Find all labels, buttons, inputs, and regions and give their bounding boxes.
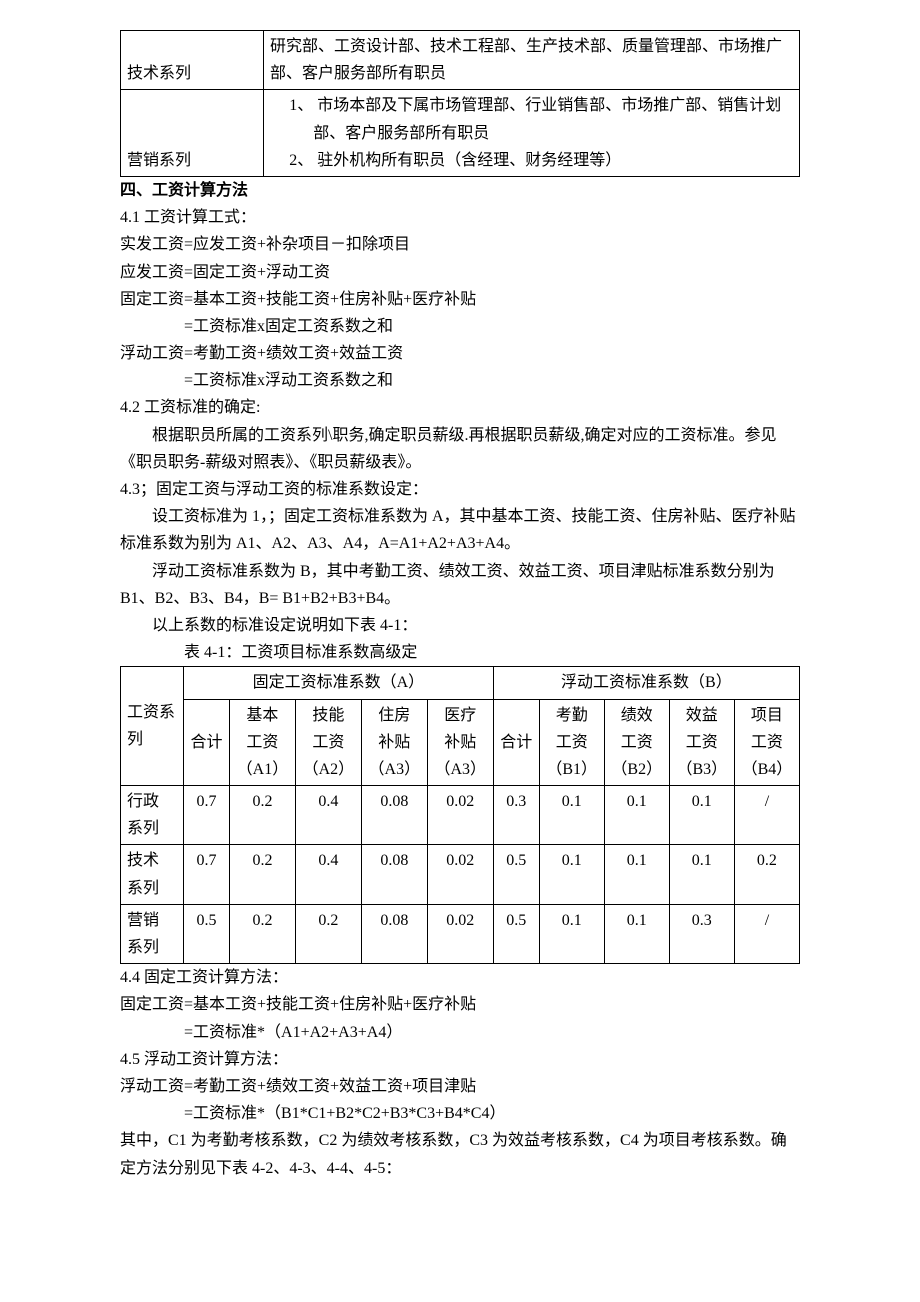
table-subheader-row: 合计 基本工资（A1） 技能工资（A2） 住房补贴（A3） 医疗补贴（A3） 合…: [121, 699, 800, 786]
series-table: 技术系列 研究部、工资设计部、技术工程部、生产技术部、质量管理部、市场推广部、客…: [120, 30, 800, 177]
cell: 0.3: [493, 786, 539, 845]
cell: 0.02: [427, 845, 493, 904]
col-header: 合计: [184, 699, 230, 786]
col-header: 效益工资（B3）: [669, 699, 734, 786]
table-row: 技术系列 0.7 0.2 0.4 0.08 0.02 0.5 0.1 0.1 0…: [121, 845, 800, 904]
body-text: 固定工资=基本工资+技能工资+住房补贴+医疗补贴: [120, 286, 800, 313]
col-header: 绩效工资（B2）: [604, 699, 669, 786]
body-text: 应发工资=固定工资+浮动工资: [120, 259, 800, 286]
cell: 0.3: [669, 904, 734, 963]
body-text: 以上系数的标准设定说明如下表 4-1：: [120, 612, 800, 639]
col-header: 医疗补贴（A3）: [427, 699, 493, 786]
row-label: 营销系列: [121, 904, 184, 963]
cell: 0.2: [229, 845, 295, 904]
cell: 0.1: [539, 845, 604, 904]
body-text: =工资标准*（A1+A2+A3+A4）: [120, 1019, 800, 1046]
cell: 0.1: [539, 786, 604, 845]
cell: 0.4: [295, 845, 361, 904]
body-text: 浮动工资=考勤工资+绩效工资+效益工资+项目津贴: [120, 1073, 800, 1100]
list-item: 2、 驻外机构所有职员（含经理、财务经理等）: [289, 147, 793, 174]
row-label: 技术系列: [121, 845, 184, 904]
list-item: 1、 市场本部及下属市场管理部、行业销售部、市场推广部、销售计划部、客户服务部所…: [289, 92, 793, 146]
cell: 0.1: [604, 845, 669, 904]
table-row: 营销系列 0.5 0.2 0.2 0.08 0.02 0.5 0.1 0.1 0…: [121, 904, 800, 963]
table-caption: 表 4-1：工资项目标准系数高级定: [120, 639, 800, 666]
body-text: =工资标准x浮动工资系数之和: [120, 367, 800, 394]
body-text: 实发工资=应发工资+补杂项目－扣除项目: [120, 231, 800, 258]
cell: 0.2: [229, 904, 295, 963]
cell: 0.2: [295, 904, 361, 963]
body-text: =工资标准x固定工资系数之和: [120, 313, 800, 340]
cell: /: [734, 786, 799, 845]
subsection-title: 4.5 浮动工资计算方法：: [120, 1046, 800, 1073]
subsection-title: 4.1 工资计算工式：: [120, 204, 800, 231]
table-row: 技术系列 研究部、工资设计部、技术工程部、生产技术部、质量管理部、市场推广部、客…: [121, 31, 800, 90]
section-heading-4: 四、工资计算方法: [120, 177, 800, 204]
cell: 0.02: [427, 786, 493, 845]
series-content: 研究部、工资设计部、技术工程部、生产技术部、质量管理部、市场推广部、客户服务部所…: [264, 31, 800, 90]
cell: 0.5: [493, 904, 539, 963]
col-header: 工资系列: [121, 667, 184, 786]
cell: 0.1: [669, 786, 734, 845]
body-text: 设工资标准为 1，；固定工资标准系数为 A，其中基本工资、技能工资、住房补贴、医…: [120, 503, 800, 557]
cell: 0.1: [539, 904, 604, 963]
cell: 0.1: [669, 845, 734, 904]
coefficient-table: 工资系列 固定工资标准系数（A） 浮动工资标准系数（B） 合计 基本工资（A1）…: [120, 666, 800, 964]
cell: 0.4: [295, 786, 361, 845]
cell: 0.08: [361, 845, 427, 904]
col-group-a: 固定工资标准系数（A）: [184, 667, 494, 699]
cell: 0.1: [604, 904, 669, 963]
subsection-title: 4.2 工资标准的确定:: [120, 394, 800, 421]
cell: 0.08: [361, 786, 427, 845]
col-header: 基本工资（A1）: [229, 699, 295, 786]
cell: 0.7: [184, 786, 230, 845]
series-label: 技术系列: [121, 31, 264, 90]
cell: 0.5: [493, 845, 539, 904]
col-header: 合计: [493, 699, 539, 786]
body-text: 根据职员所属的工资系列\职务,确定职员薪级.再根据职员薪级,确定对应的工资标准。…: [120, 422, 800, 476]
body-text: 固定工资=基本工资+技能工资+住房补贴+医疗补贴: [120, 991, 800, 1018]
row-label: 行政系列: [121, 786, 184, 845]
col-header: 技能工资（A2）: [295, 699, 361, 786]
body-text: 浮动工资标准系数为 B，其中考勤工资、绩效工资、效益工资、项目津贴标准系数分别为…: [120, 558, 800, 612]
cell: 0.2: [229, 786, 295, 845]
cell: 0.08: [361, 904, 427, 963]
body-text: 浮动工资=考勤工资+绩效工资+效益工资: [120, 340, 800, 367]
series-content: 1、 市场本部及下属市场管理部、行业销售部、市场推广部、销售计划部、客户服务部所…: [264, 90, 800, 177]
col-group-b: 浮动工资标准系数（B）: [493, 667, 799, 699]
table-row: 营销系列 1、 市场本部及下属市场管理部、行业销售部、市场推广部、销售计划部、客…: [121, 90, 800, 177]
table-row: 行政系列 0.7 0.2 0.4 0.08 0.02 0.3 0.1 0.1 0…: [121, 786, 800, 845]
col-header: 考勤工资（B1）: [539, 699, 604, 786]
cell: /: [734, 904, 799, 963]
cell: 0.5: [184, 904, 230, 963]
subsection-title: 4.4 固定工资计算方法：: [120, 964, 800, 991]
subsection-title: 4.3；固定工资与浮动工资的标准系数设定：: [120, 476, 800, 503]
body-text: 其中，C1 为考勤考核系数，C2 为绩效考核系数，C3 为效益考核系数，C4 为…: [120, 1127, 800, 1181]
cell: 0.2: [734, 845, 799, 904]
col-header: 住房补贴（A3）: [361, 699, 427, 786]
body-text: =工资标准*（B1*C1+B2*C2+B3*C3+B4*C4）: [120, 1100, 800, 1127]
cell: 0.02: [427, 904, 493, 963]
table-header-row: 工资系列 固定工资标准系数（A） 浮动工资标准系数（B）: [121, 667, 800, 699]
series-label: 营销系列: [121, 90, 264, 177]
cell: 0.1: [604, 786, 669, 845]
cell: 0.7: [184, 845, 230, 904]
col-header: 项目工资（B4）: [734, 699, 799, 786]
